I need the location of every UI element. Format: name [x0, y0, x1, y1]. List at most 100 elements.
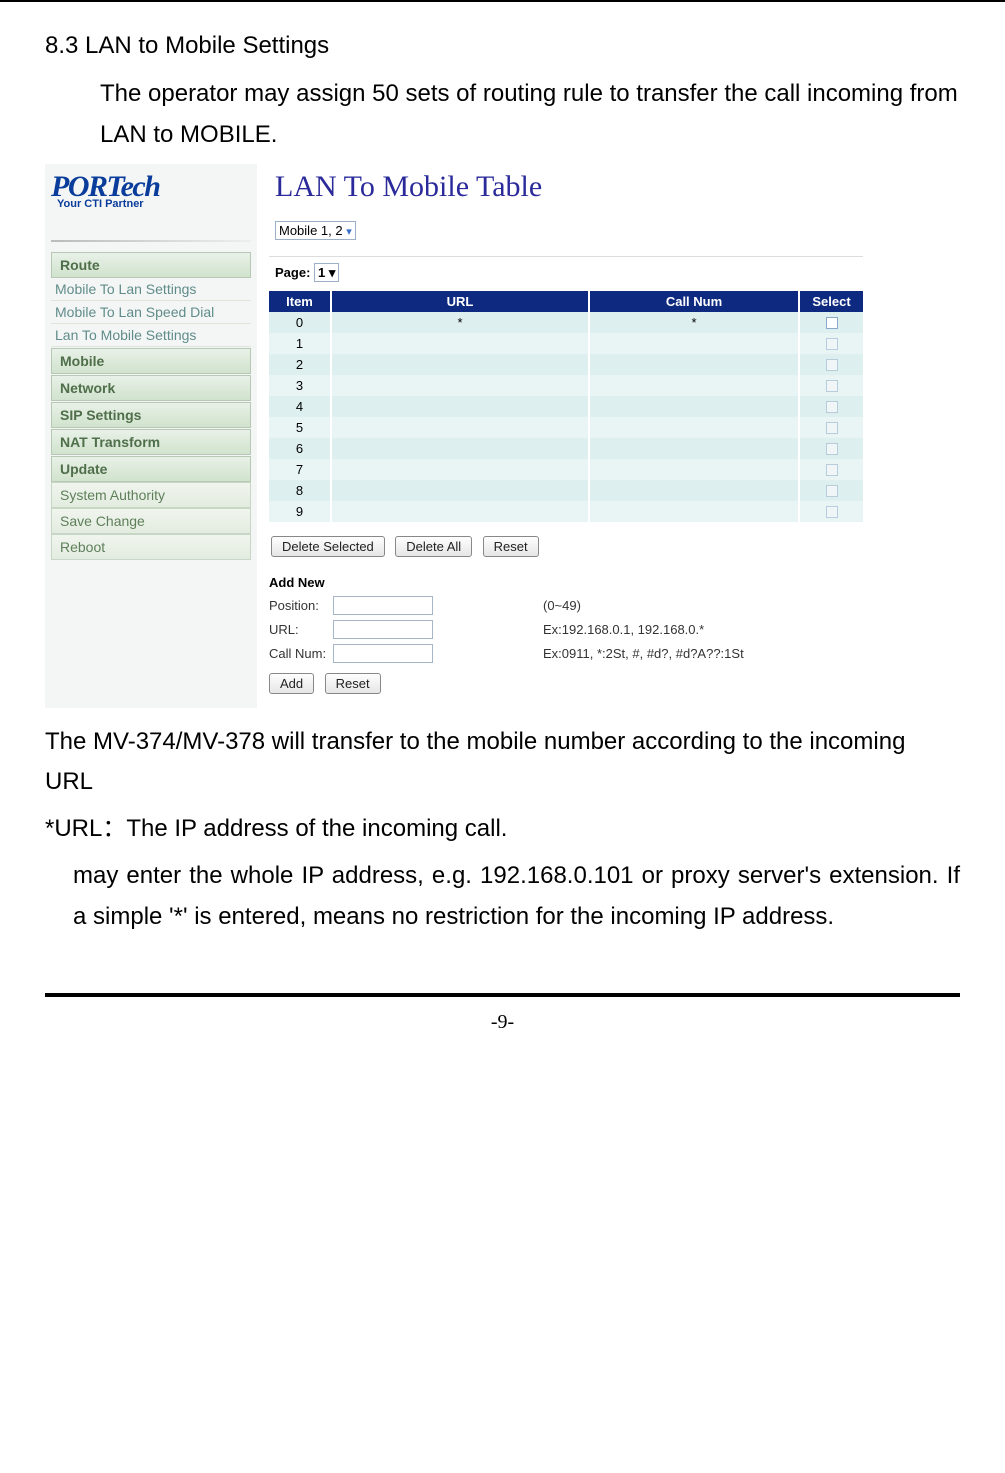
form-row-call: Call Num: Ex:0911, *:2St, #, #d?, #d?A??… [269, 644, 863, 663]
cell-call [589, 459, 799, 480]
th-url: URL [331, 291, 589, 312]
form-row-position: Position: (0~49) [269, 596, 863, 615]
select-checkbox [826, 506, 838, 518]
table-row: 4 [269, 396, 863, 417]
call-input[interactable] [333, 644, 433, 663]
cell-select [799, 375, 863, 396]
nav-sub-lan-to-mobile[interactable]: Lan To Mobile Settings [51, 324, 251, 347]
nav-divider [51, 240, 251, 242]
delete-selected-button[interactable]: Delete Selected [271, 536, 385, 557]
table-row: 0** [269, 312, 863, 333]
cell-call [589, 354, 799, 375]
nav-save-change[interactable]: Save Change [51, 508, 251, 534]
page-row: Page: 1 ▾ [275, 265, 863, 281]
cell-url [331, 333, 589, 354]
position-input[interactable] [333, 596, 433, 615]
page-select[interactable]: 1 ▾ [314, 263, 339, 282]
cell-item: 0 [269, 312, 331, 333]
select-checkbox [826, 380, 838, 392]
table-row: 1 [269, 333, 863, 354]
select-checkbox [826, 464, 838, 476]
mobile-select-value: Mobile 1, 2 [279, 223, 343, 238]
nav-sub-mobile-to-lan-speed[interactable]: Mobile To Lan Speed Dial [51, 301, 251, 324]
cell-item: 8 [269, 480, 331, 501]
nav-update-header[interactable]: Update [51, 456, 251, 482]
section-divider [269, 256, 863, 257]
nav-sip-header[interactable]: SIP Settings [51, 402, 251, 428]
routing-table: Item URL Call Num Select 0**123456789 [269, 291, 863, 522]
delete-all-button[interactable]: Delete All [395, 536, 472, 557]
addnew-button-row: Add Reset [269, 673, 863, 694]
url-input[interactable] [333, 620, 433, 639]
cell-call [589, 375, 799, 396]
cell-select [799, 312, 863, 333]
select-checkbox [826, 443, 838, 455]
app-screenshot: PORTech Your CTI Partner Route Mobile To… [45, 164, 875, 708]
url-hint: Ex:192.168.0.1, 192.168.0.* [543, 622, 704, 637]
table-row: 6 [269, 438, 863, 459]
nav-sub-mobile-to-lan[interactable]: Mobile To Lan Settings [51, 278, 251, 301]
cell-select [799, 480, 863, 501]
nav-reboot[interactable]: Reboot [51, 534, 251, 560]
button-row: Delete Selected Delete All Reset [271, 536, 863, 557]
cell-select [799, 438, 863, 459]
nav-nat-header[interactable]: NAT Transform [51, 429, 251, 455]
nav-route-header[interactable]: Route [51, 252, 251, 278]
add-button[interactable]: Add [269, 673, 314, 694]
cell-item: 9 [269, 501, 331, 522]
outro-1: The MV-374/MV-378 will transfer to the m… [45, 722, 960, 804]
call-hint: Ex:0911, *:2St, #, #d?, #d?A??:1St [543, 646, 744, 661]
nav-mobile-header[interactable]: Mobile [51, 348, 251, 374]
section-title: 8.3 LAN to Mobile Settings [45, 32, 960, 60]
cell-url [331, 501, 589, 522]
table-row: 3 [269, 375, 863, 396]
cell-item: 7 [269, 459, 331, 480]
logo: PORTech Your CTI Partner [51, 170, 251, 210]
mobile-select[interactable]: Mobile 1, 2 ▾ [275, 222, 356, 240]
main-title: LAN To Mobile Table [275, 170, 863, 204]
table-row: 8 [269, 480, 863, 501]
page-select-value: 1 [318, 265, 325, 280]
outro-3: may enter the whole IP address, e.g. 192… [45, 856, 960, 938]
cell-item: 3 [269, 375, 331, 396]
th-select: Select [799, 291, 863, 312]
cell-url [331, 480, 589, 501]
outro-2: *URL：The IP address of the incoming call… [45, 809, 960, 850]
addnew-reset-button[interactable]: Reset [325, 673, 381, 694]
cell-select [799, 333, 863, 354]
table-header-row: Item URL Call Num Select [269, 291, 863, 312]
cell-call: * [589, 312, 799, 333]
chevron-down-icon: ▾ [346, 226, 352, 238]
cell-call [589, 333, 799, 354]
cell-item: 5 [269, 417, 331, 438]
cell-item: 1 [269, 333, 331, 354]
sidebar: PORTech Your CTI Partner Route Mobile To… [45, 164, 257, 708]
cell-select [799, 417, 863, 438]
reset-button[interactable]: Reset [483, 536, 539, 557]
select-checkbox [826, 338, 838, 350]
cell-item: 2 [269, 354, 331, 375]
page-label: Page: [275, 265, 310, 280]
main-panel: LAN To Mobile Table Mobile 1, 2 ▾ Page: … [257, 164, 875, 708]
addnew-title: Add New [269, 575, 863, 590]
nav-network-header[interactable]: Network [51, 375, 251, 401]
th-item: Item [269, 291, 331, 312]
th-call: Call Num [589, 291, 799, 312]
cell-select [799, 396, 863, 417]
nav-system-authority[interactable]: System Authority [51, 482, 251, 508]
url-label: URL: [269, 622, 333, 637]
select-checkbox [826, 401, 838, 413]
page-number: -9- [0, 1011, 1005, 1034]
document-page: 8.3 LAN to Mobile Settings The operator … [0, 0, 1005, 958]
cell-url: * [331, 312, 589, 333]
cell-url [331, 438, 589, 459]
select-checkbox [826, 359, 838, 371]
select-checkbox [826, 485, 838, 497]
call-label: Call Num: [269, 646, 333, 661]
cell-call [589, 396, 799, 417]
cell-url [331, 417, 589, 438]
select-checkbox[interactable] [826, 317, 838, 329]
table-row: 7 [269, 459, 863, 480]
cell-url [331, 354, 589, 375]
chevron-down-icon: ▾ [329, 265, 336, 280]
